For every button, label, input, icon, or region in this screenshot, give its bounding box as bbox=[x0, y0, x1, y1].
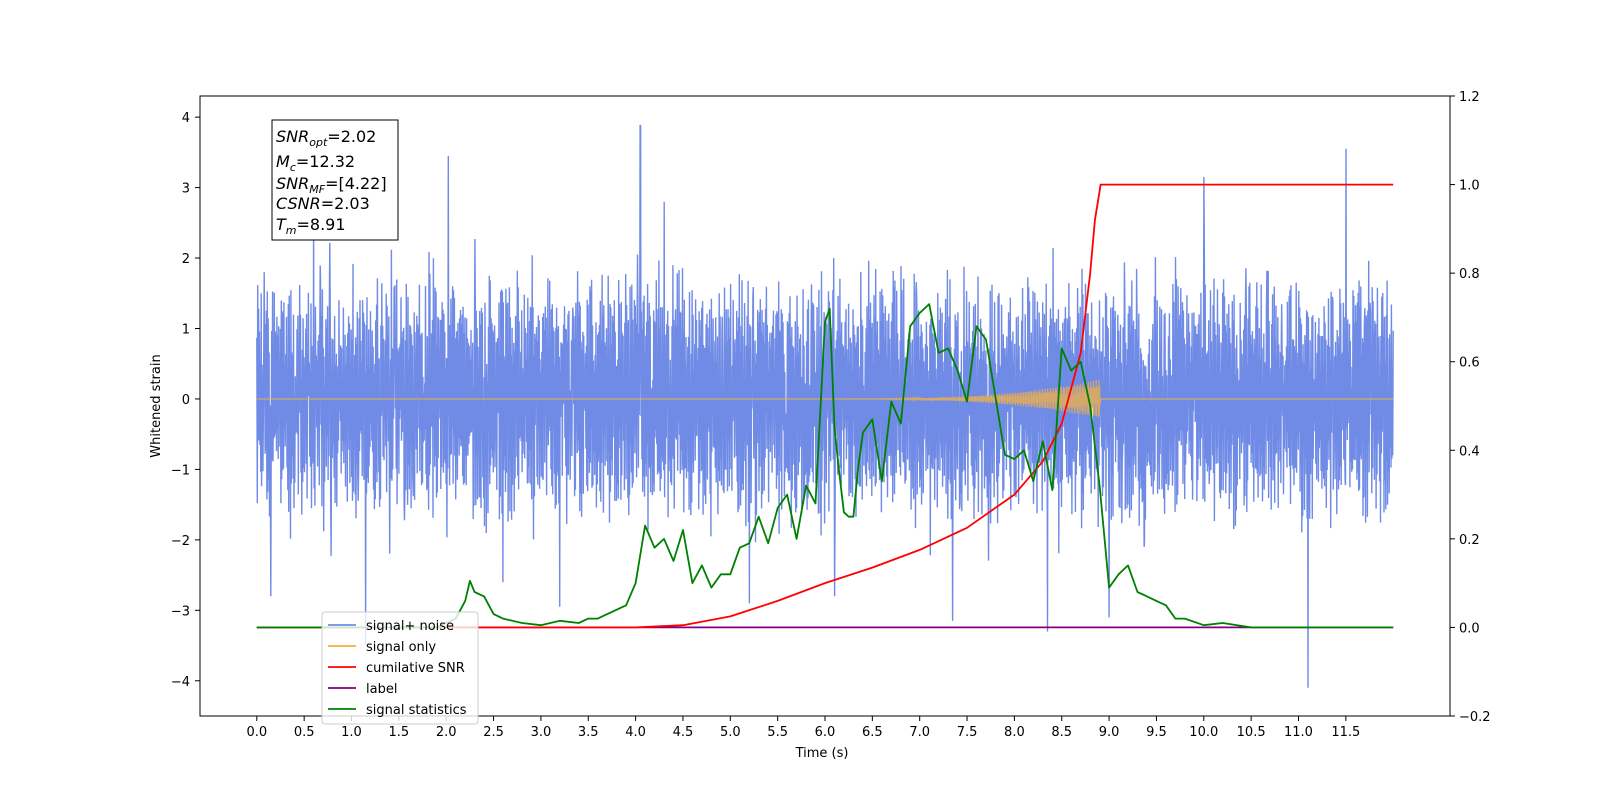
svg-text:label: label bbox=[366, 682, 397, 697]
x-tick-label: 1.5 bbox=[389, 725, 410, 740]
x-tick-label: 1.0 bbox=[341, 725, 362, 740]
info-merger-time: Tm=8.91 bbox=[276, 215, 346, 237]
info-chirp-mass: Mc=12.32 bbox=[276, 152, 355, 174]
y2-tick-label: −0.2 bbox=[1459, 710, 1491, 725]
y-tick-label: −4 bbox=[171, 675, 190, 690]
x-tick-label: 5.5 bbox=[767, 725, 788, 740]
x-tick-label: 4.0 bbox=[625, 725, 646, 740]
y2-tick-label: 1.2 bbox=[1459, 90, 1480, 105]
x-tick-label: 0.0 bbox=[246, 725, 267, 740]
x-tick-label: 6.0 bbox=[815, 725, 836, 740]
y-tick-label: 0 bbox=[182, 393, 190, 408]
y2-tick-label: 0.2 bbox=[1459, 533, 1480, 548]
series-signal-noise bbox=[256, 124, 1394, 688]
y-tick-label: −1 bbox=[171, 463, 190, 478]
legend-entry-signal-only: signal only bbox=[328, 640, 436, 655]
y2-tick-label: 1.0 bbox=[1459, 179, 1480, 194]
x-tick-label: 7.0 bbox=[909, 725, 930, 740]
x-tick-label: 11.5 bbox=[1331, 725, 1360, 740]
x-tick-label: 4.5 bbox=[673, 725, 694, 740]
y2-tick-label: 0.0 bbox=[1459, 621, 1480, 636]
y-tick-label: 1 bbox=[182, 323, 190, 338]
legend: signal+ noise signal only cumilative SNR… bbox=[321, 611, 479, 725]
svg-text:signal only: signal only bbox=[366, 640, 436, 655]
y-tick-label: 4 bbox=[182, 111, 190, 126]
series-signal-only bbox=[256, 379, 1394, 418]
y2-tick-label: 0.6 bbox=[1459, 356, 1480, 371]
x-tick-label: 3.5 bbox=[578, 725, 599, 740]
x-tick-label: 0.5 bbox=[294, 725, 315, 740]
y-tick-label: −3 bbox=[171, 604, 190, 619]
y2-tick-label: 0.8 bbox=[1459, 267, 1480, 282]
x-tick-label: 3.0 bbox=[531, 725, 552, 740]
x-tick-label: 8.0 bbox=[1004, 725, 1025, 740]
legend-entry-signal-noise: signal+ noise bbox=[328, 619, 454, 634]
x-tick-label: 2.0 bbox=[436, 725, 457, 740]
y-tick-label: 3 bbox=[182, 182, 190, 197]
svg-text:cumilative SNR: cumilative SNR bbox=[366, 661, 465, 676]
series-signal-statistics bbox=[256, 303, 1394, 629]
info-csnr: CSNR=2.03 bbox=[276, 194, 370, 213]
info-snr-mf: SNRMF=[4.22] bbox=[276, 174, 387, 196]
series-cumulative-snr bbox=[256, 183, 1394, 629]
y2-tick-label: 0.4 bbox=[1459, 444, 1480, 459]
x-tick-label: 9.5 bbox=[1146, 725, 1167, 740]
x-tick-label: 9.0 bbox=[1099, 725, 1120, 740]
x-tick-label: 7.5 bbox=[957, 725, 978, 740]
svg-text:signal statistics: signal statistics bbox=[366, 703, 467, 718]
x-tick-label: 8.5 bbox=[1051, 725, 1072, 740]
svg-text:signal+ noise: signal+ noise bbox=[366, 619, 454, 634]
legend-entry-cumulative-snr: cumilative SNR bbox=[328, 661, 465, 676]
y-tick-label: −2 bbox=[171, 534, 190, 549]
x-tick-label: 10.5 bbox=[1237, 725, 1266, 740]
x-axis-label: Time (s) bbox=[795, 746, 849, 761]
x-tick-label: 11.0 bbox=[1284, 725, 1313, 740]
x-tick-label: 2.5 bbox=[483, 725, 504, 740]
x-tick-label: 10.0 bbox=[1189, 725, 1218, 740]
x-tick-label: 6.5 bbox=[862, 725, 883, 740]
y-axis-label: Whitened strain bbox=[149, 354, 164, 457]
legend-entry-signal-statistics: signal statistics bbox=[328, 703, 467, 718]
info-box: SNRopt=2.02 Mc=12.32 SNRMF=[4.22] CSNR=2… bbox=[271, 119, 399, 241]
y-tick-label: 2 bbox=[182, 252, 190, 267]
legend-entry-label: label bbox=[328, 682, 397, 697]
info-snr-opt: SNRopt=2.02 bbox=[276, 127, 376, 149]
x-tick-label: 5.0 bbox=[720, 725, 741, 740]
